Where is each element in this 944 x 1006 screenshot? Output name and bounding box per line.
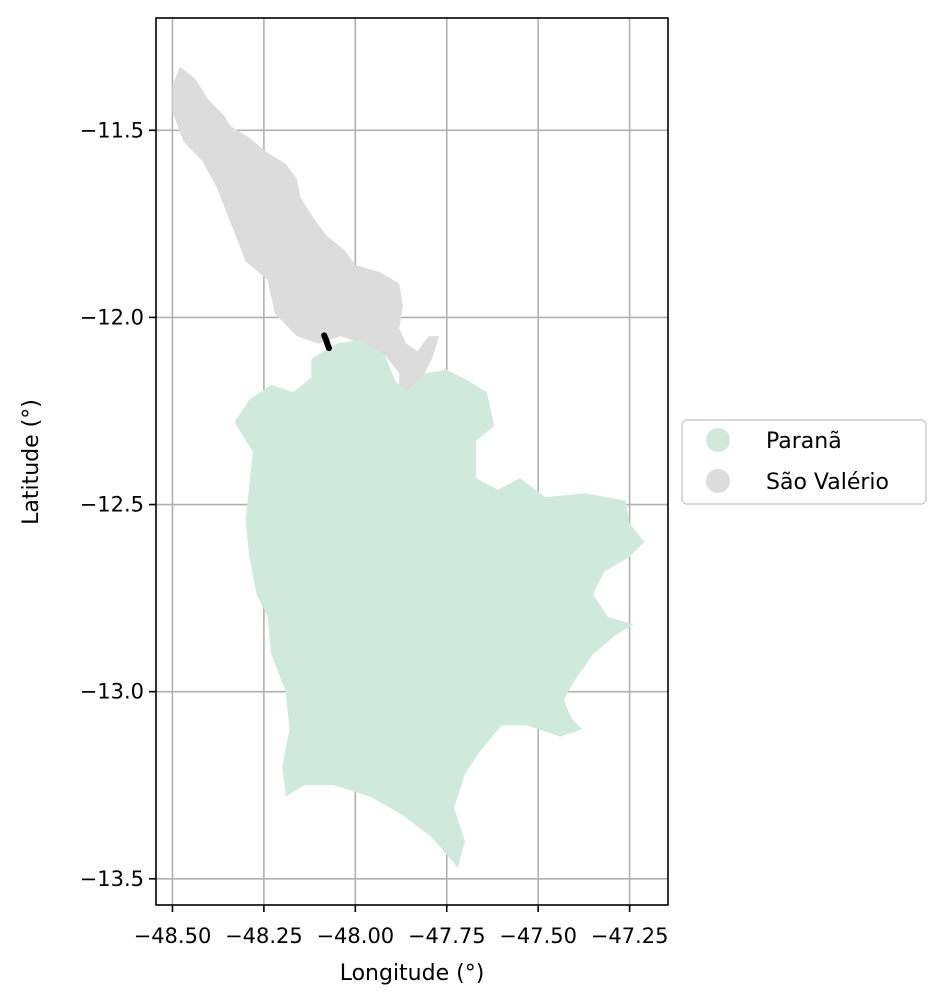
feature-line [321, 332, 332, 352]
x-tick-label: −47.25 [591, 924, 669, 948]
y-tick-label: −13.5 [80, 867, 144, 891]
ticks-layer: −48.50 −48.25 −48.00 −47.75 −47.50 −47.25 −11.… [80, 118, 669, 948]
y-tick-label: −12.5 [80, 493, 144, 517]
legend-marker-sao-valerio [706, 469, 730, 493]
legend-marker-parana [706, 428, 730, 452]
legend-label-parana: Paranã [766, 429, 842, 454]
region-sao-valerio [172, 66, 440, 400]
y-tick-label: −13.0 [80, 680, 144, 704]
legend-label-sao-valerio: São Valério [766, 470, 889, 495]
x-tick-label: −48.25 [225, 924, 303, 948]
y-tick-label: −11.5 [80, 118, 144, 142]
regions-layer [172, 66, 645, 868]
x-tick-label: −47.50 [499, 924, 577, 948]
legend: Paranã São Valério [681, 419, 927, 505]
plot-frame [155, 17, 669, 906]
region-parana [234, 339, 645, 868]
y-tick-label: −12.0 [80, 305, 144, 329]
legend-frame [681, 419, 927, 505]
y-axis-label: Latitude (°) [19, 399, 44, 525]
x-tick-label: −48.50 [134, 924, 212, 948]
features-layer [321, 332, 332, 352]
x-tick-label: −47.75 [408, 924, 486, 948]
x-axis-label: Longitude (°) [340, 961, 485, 986]
x-tick-label: −48.00 [316, 924, 394, 948]
